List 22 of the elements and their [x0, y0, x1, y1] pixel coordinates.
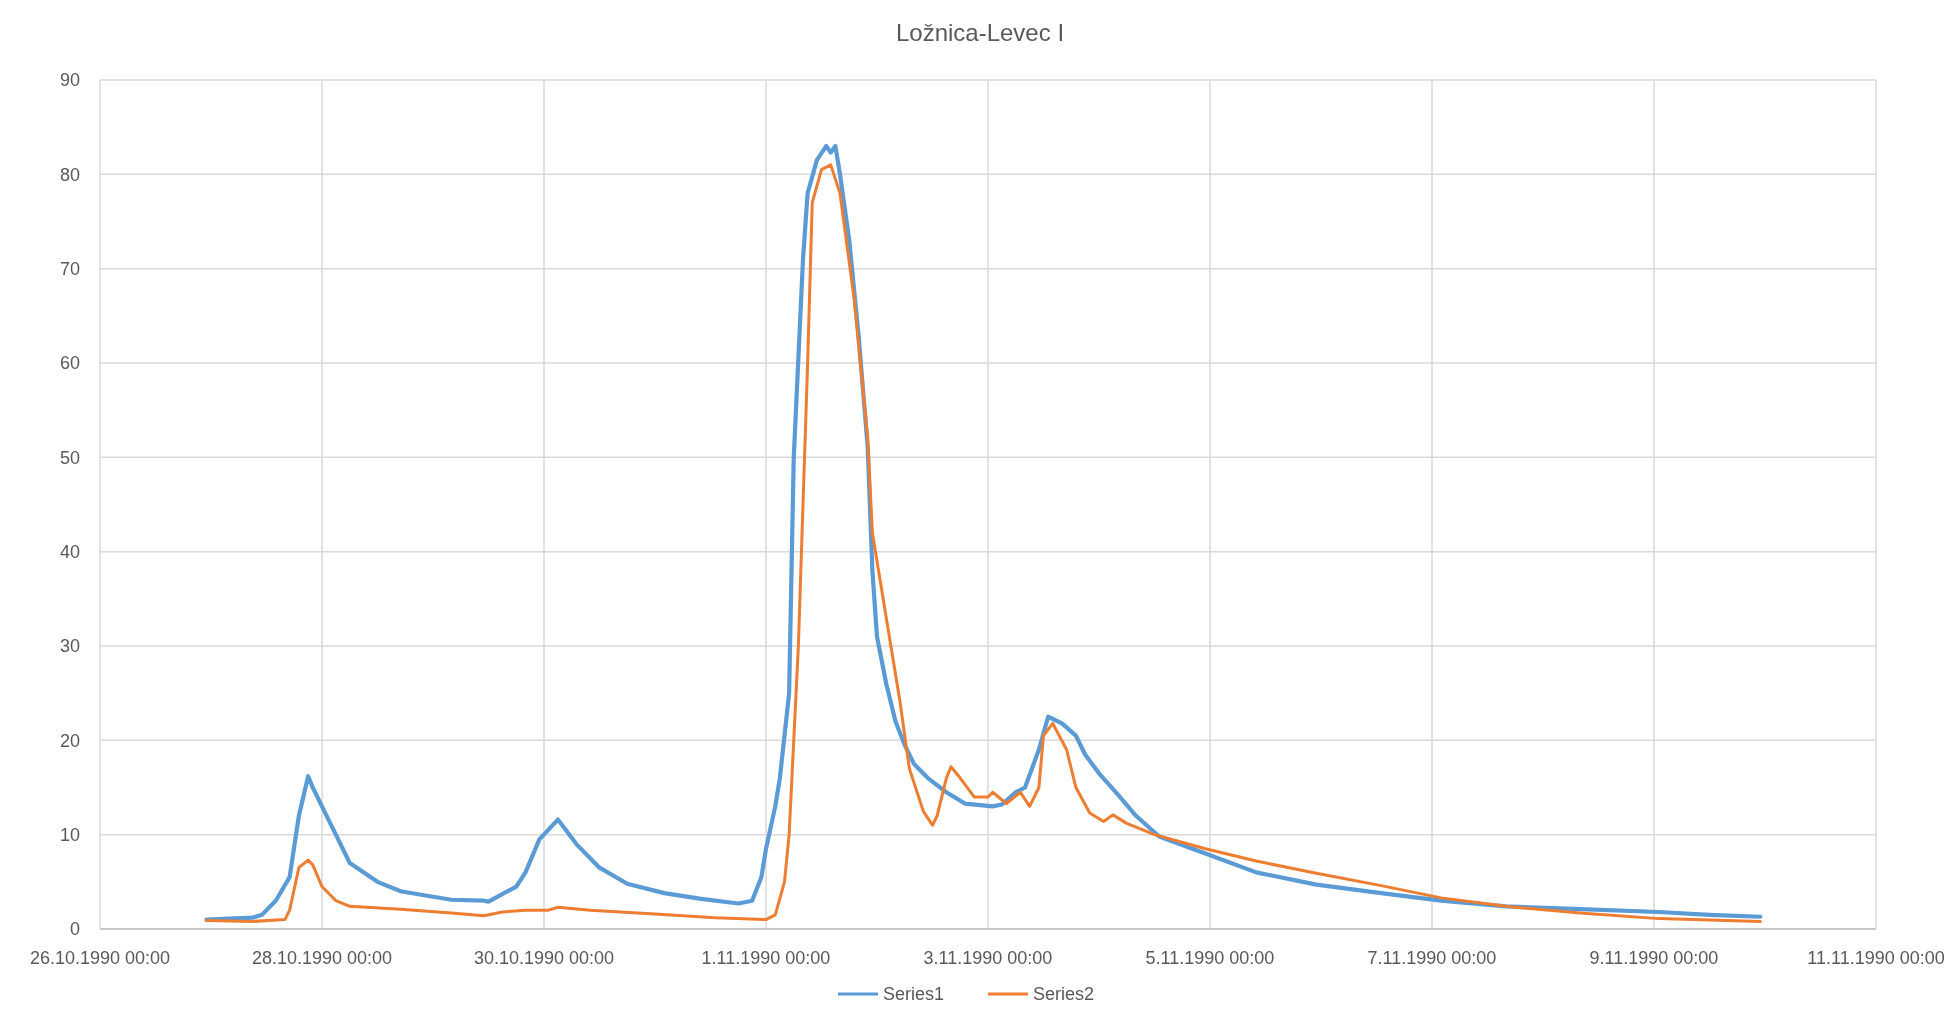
legend-label: Series1 [883, 984, 945, 1004]
y-tick-label: 0 [69, 919, 80, 940]
x-tick-label: 26.10.1990 00:00 [29, 948, 171, 968]
y-tick-label: 40 [59, 541, 80, 562]
y-tick-label: 80 [59, 164, 80, 185]
x-tick-label: 5.11.1990 00:00 [1145, 948, 1275, 968]
y-tick-label: 60 [59, 353, 80, 374]
x-tick-label: 28.10.1990 00:00 [251, 948, 393, 968]
y-tick-label: 20 [59, 730, 80, 751]
legend-label: Series2 [1033, 984, 1095, 1004]
y-tick-label: 50 [59, 447, 80, 468]
x-tick-label: 7.11.1990 00:00 [1367, 948, 1497, 968]
y-tick-label: 90 [59, 70, 80, 91]
x-tick-label: 30.10.1990 00:00 [473, 948, 615, 968]
y-tick-label: 10 [59, 824, 80, 845]
x-tick-label: 9.11.1990 00:00 [1589, 948, 1719, 968]
x-tick-label: 3.11.1990 00:00 [923, 948, 1053, 968]
y-tick-label: 30 [59, 636, 80, 657]
chart-title: Ložnica-Levec I [895, 19, 1065, 46]
x-tick-label: 1.11.1990 00:00 [701, 948, 831, 968]
y-tick-label: 70 [59, 258, 80, 279]
x-tick-label: 11.11.1990 00:00 [1807, 948, 1945, 968]
